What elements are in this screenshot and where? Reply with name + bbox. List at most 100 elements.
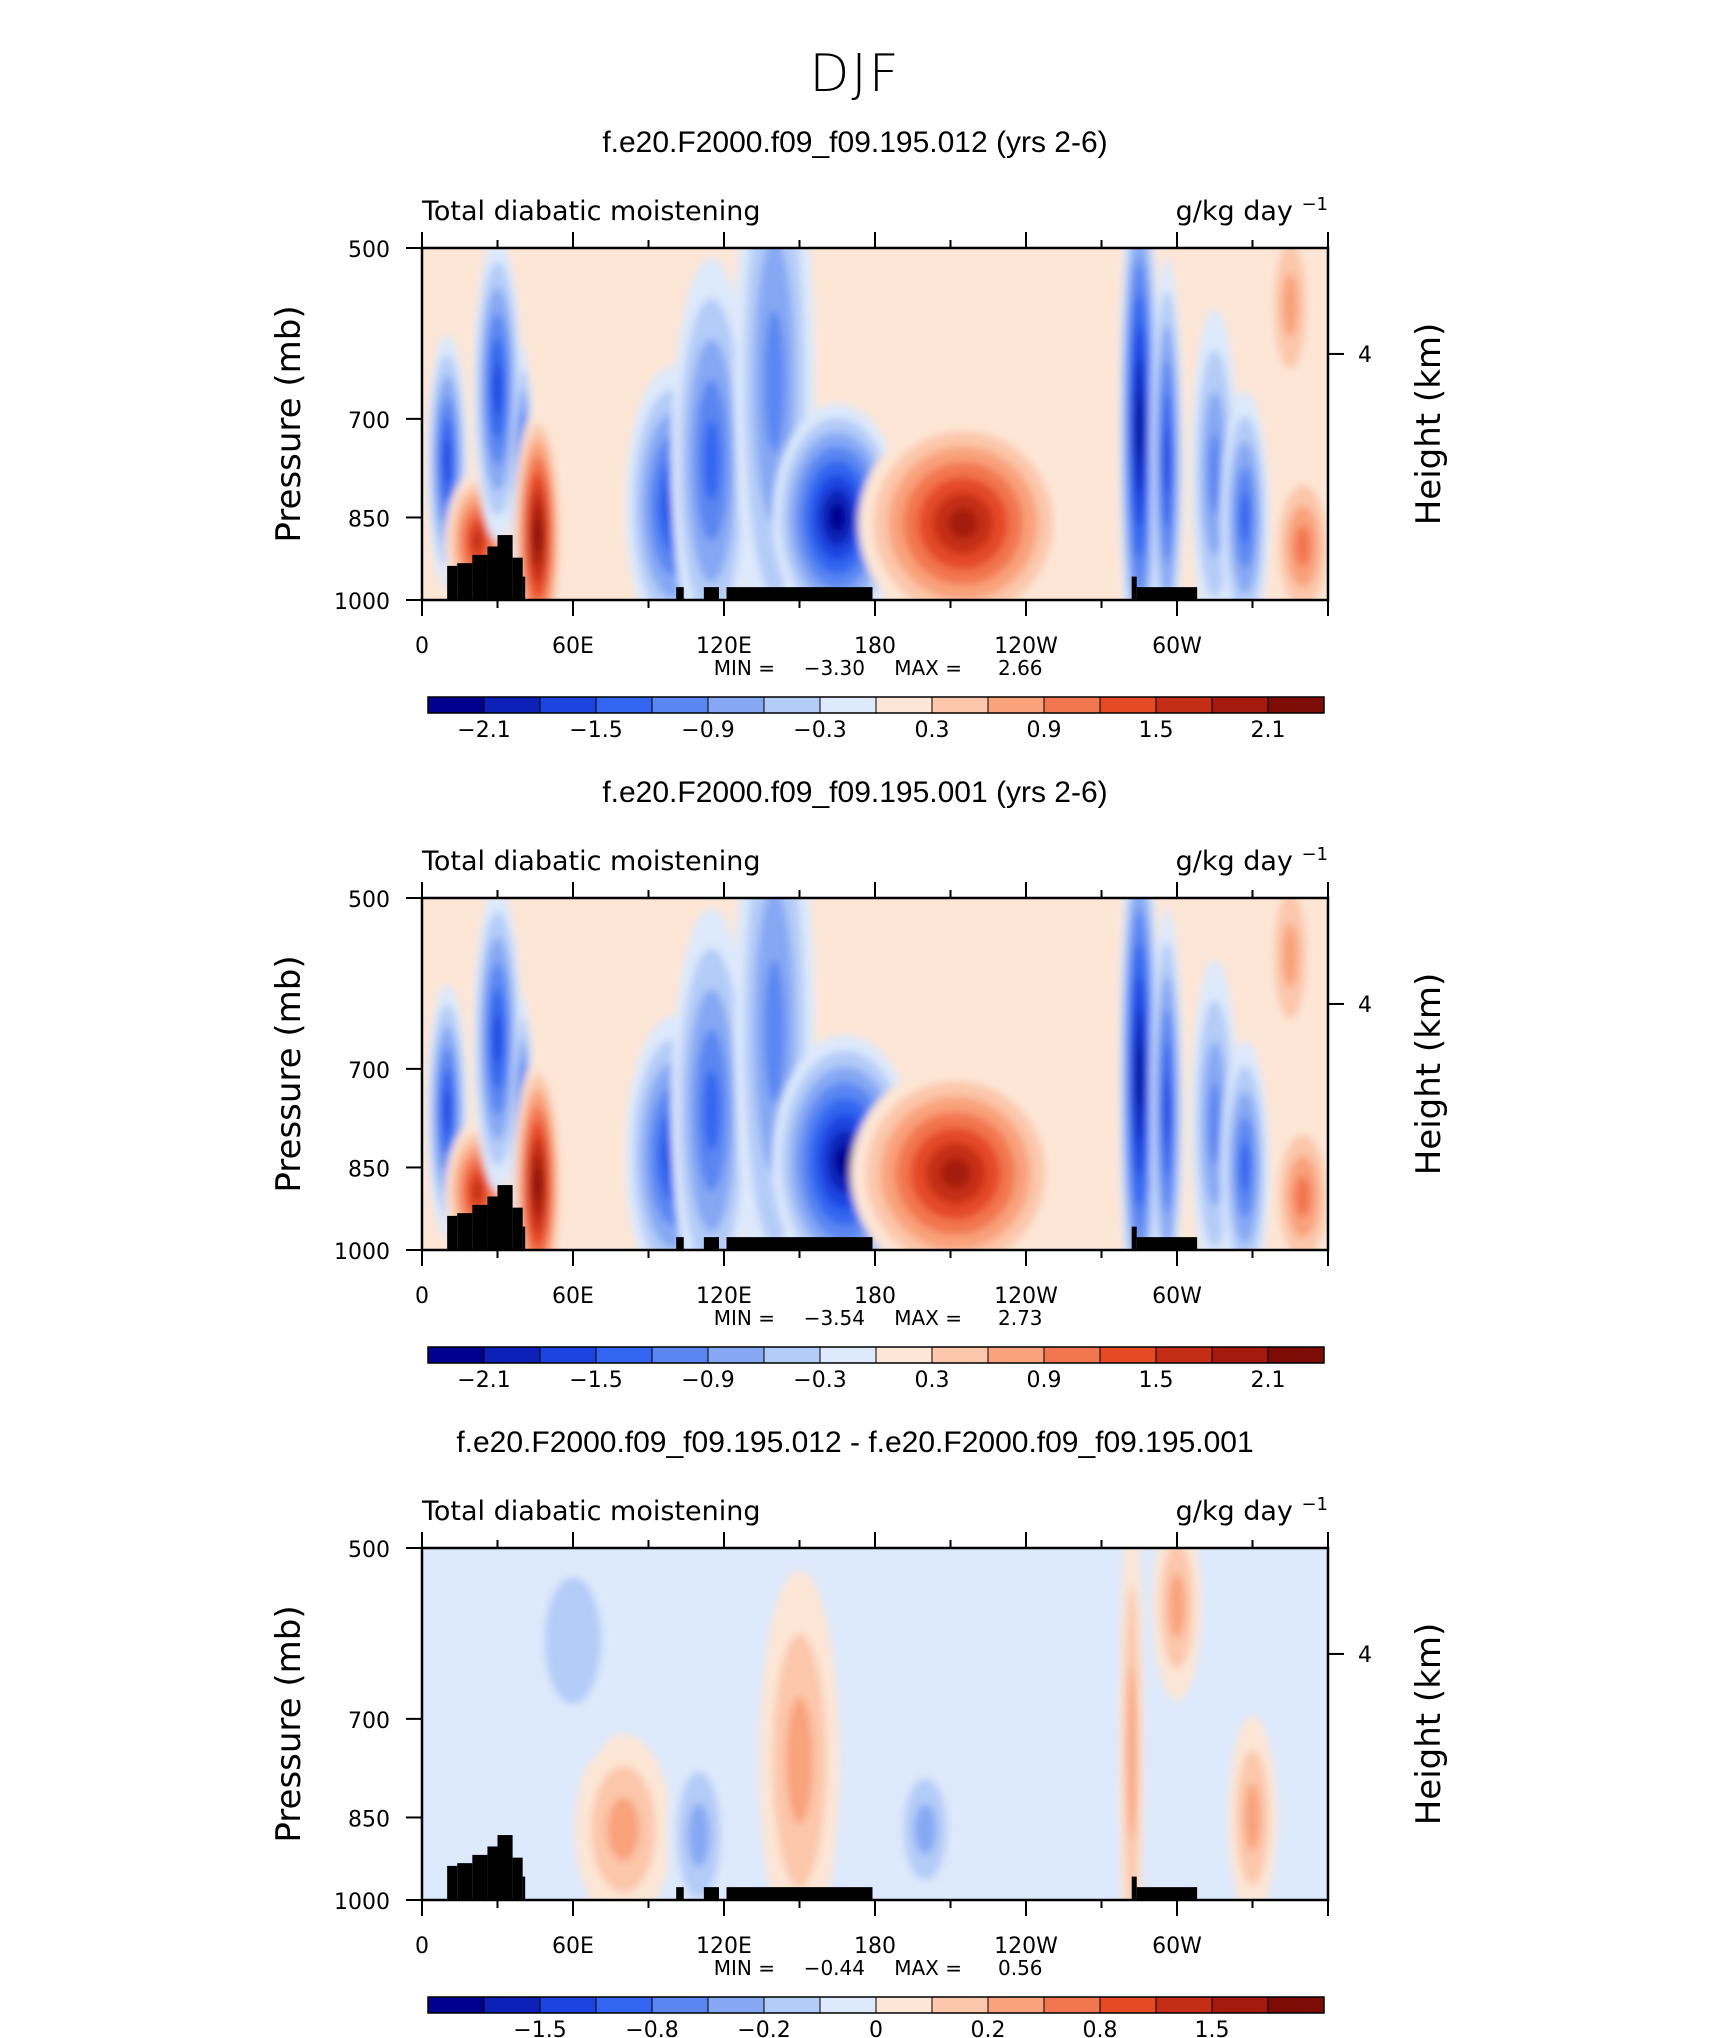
colorbar-label: −0.9 [681, 1368, 734, 1393]
contour-blob [703, 1070, 720, 1152]
max-label: MAX = [894, 1306, 962, 1330]
units-text: g/kg day [1176, 1496, 1302, 1527]
min-label: MIN = [714, 1956, 775, 1980]
land-mask [1136, 587, 1198, 600]
contour-blob [443, 439, 451, 482]
land-mask [703, 1887, 719, 1900]
plot-area [422, 1548, 1328, 1900]
contour-blob [493, 1013, 502, 1065]
contour-blob [764, 309, 785, 453]
colorbar-label: −2.1 [457, 1368, 510, 1393]
contour-blob [544, 1577, 602, 1704]
land-mask [1136, 1887, 1198, 1900]
land-mask [457, 1863, 473, 1900]
land-mask [512, 1857, 523, 1900]
colorbar-label: −2.1 [457, 718, 510, 743]
land-mask [472, 1854, 488, 1900]
colorbar-frame [427, 1346, 1325, 1364]
x-tick-label: 120E [696, 634, 752, 659]
colorbar-swatch [707, 1996, 765, 2014]
contour-blob [835, 1145, 854, 1178]
y-axis-title-right: Height (km) [1409, 1623, 1449, 1826]
y-tick-right-label: 4 [1358, 1643, 1372, 1668]
y-axis-title-right: Height (km) [1409, 973, 1449, 1176]
units-exponent: −1 [1301, 844, 1328, 865]
units-text: g/kg day [1176, 846, 1302, 877]
land-mask [447, 565, 458, 600]
colorbar-label: −1.5 [569, 718, 622, 743]
colorbar-label: −1.5 [569, 1368, 622, 1393]
colorbar-swatch [539, 1996, 597, 2014]
colorbar-label: −0.2 [737, 2018, 790, 2038]
units-label: g/kg day −1 [1176, 1494, 1328, 1527]
contour-blob [1244, 1783, 1261, 1852]
contour-blob [1240, 1142, 1250, 1193]
colorbar-label: −0.8 [625, 2018, 678, 2038]
land-mask [457, 1213, 473, 1250]
contour-field [427, 898, 1328, 1250]
x-tick-label: 0 [415, 1284, 429, 1309]
y-tick-label: 850 [348, 1157, 390, 1182]
colorbar-label: 2.1 [1251, 718, 1286, 743]
colorbar-swatch [987, 1996, 1045, 2014]
contour-blob [471, 1179, 483, 1203]
max-value: 2.73 [998, 1306, 1043, 1330]
y-tick-label: 850 [348, 507, 390, 532]
contour-blob [1208, 1082, 1221, 1166]
land-mask [726, 1887, 873, 1900]
land-mask [522, 576, 526, 600]
colorbar-swatch [651, 1996, 709, 2014]
colorbar-label: 1.5 [1195, 2018, 1230, 2038]
y-tick-label: 700 [348, 1059, 390, 1084]
max-label: MAX = [894, 1956, 962, 1980]
colorbar-swatch [1099, 1996, 1157, 2014]
y-tick-right-label: 4 [1358, 993, 1372, 1018]
contour-blob [443, 1089, 451, 1132]
land-mask [472, 1204, 488, 1250]
y-tick-label: 500 [348, 888, 390, 913]
min-value: −3.30 [804, 656, 865, 680]
panel-title: f.e20.F2000.f09_f09.195.001 (yrs 2-6) [602, 776, 1107, 809]
colorbar-swatch [1267, 1996, 1325, 2014]
min-value: −3.54 [804, 1306, 865, 1330]
colorbar-swatch [427, 1996, 485, 2014]
field-label: Total diabatic moistening [421, 196, 760, 227]
colorbar-label: 1.5 [1139, 718, 1174, 743]
land-mask [726, 1237, 873, 1250]
plot-area [422, 248, 1328, 600]
x-tick-label: 180 [854, 1934, 896, 1959]
contour-blob [940, 1158, 971, 1189]
y-tick-label: 700 [348, 1709, 390, 1734]
colorbar-label: −0.9 [681, 718, 734, 743]
land-mask [497, 1835, 513, 1900]
land-mask [487, 1196, 498, 1250]
y-axis-title: Pressure (mb) [269, 955, 309, 1192]
x-tick-label: 120W [994, 1284, 1058, 1309]
min-label: MIN = [714, 656, 775, 680]
field-label: Total diabatic moistening [421, 846, 760, 877]
x-tick-label: 120E [696, 1284, 752, 1309]
colorbar-swatch [1043, 1996, 1101, 2014]
contour-blob [1208, 432, 1221, 516]
land-mask [497, 535, 513, 600]
contour-blob [764, 959, 785, 1103]
x-tick-label: 60W [1152, 1284, 1202, 1309]
field-label: Total diabatic moistening [421, 1496, 760, 1527]
land-mask [703, 587, 719, 600]
y-axis-title: Pressure (mb) [269, 305, 309, 542]
contour-blob [1294, 525, 1311, 568]
land-mask [703, 1237, 719, 1250]
contour-blob [1163, 1076, 1170, 1145]
colorbar-label: 0.9 [1027, 718, 1062, 743]
land-mask [457, 563, 473, 600]
contour-blob [1163, 426, 1170, 495]
x-tick-label: 120W [994, 1934, 1058, 1959]
contour-blob [1127, 1669, 1136, 1839]
land-mask [1131, 1876, 1137, 1900]
x-tick-label: 120W [994, 634, 1058, 659]
contour-blob [688, 1803, 710, 1867]
land-mask [1131, 576, 1137, 600]
contour-blob [1136, 1042, 1143, 1110]
colorbar-label: 2.1 [1251, 1368, 1286, 1393]
colorbar-label: −1.5 [513, 2018, 566, 2038]
